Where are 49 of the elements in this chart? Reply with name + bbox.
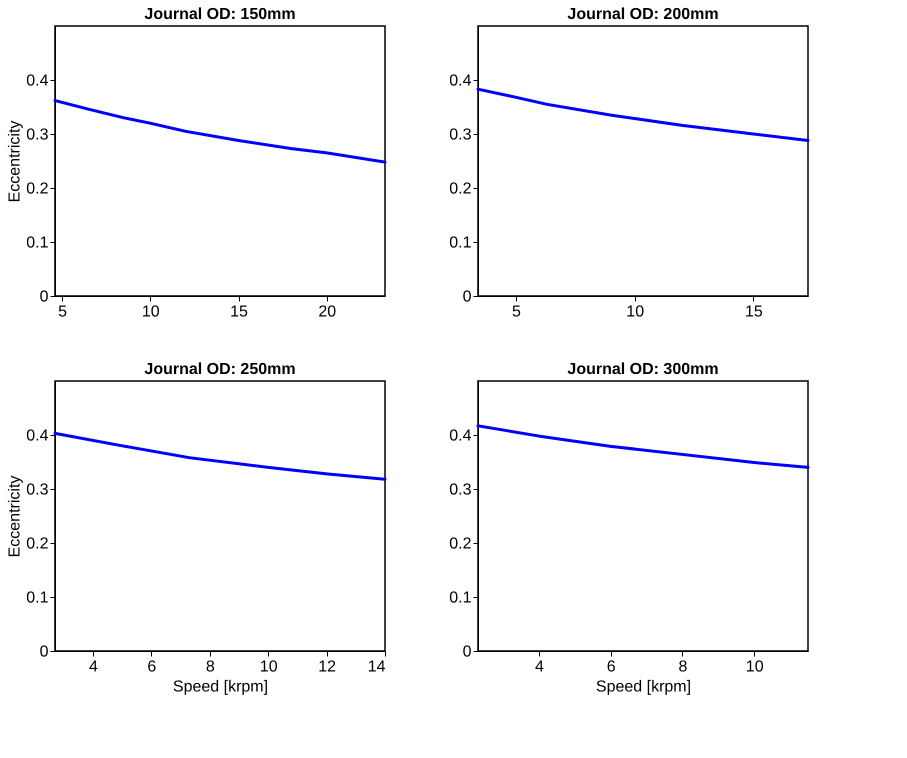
x-tick-label: 8 <box>206 658 215 676</box>
x-tick-label: 10 <box>746 658 764 676</box>
line-series <box>54 99 386 164</box>
y-tick-label: 0.2 <box>449 536 472 552</box>
y-tick-label: 0 <box>462 288 472 306</box>
y-tick-label: 0.2 <box>26 180 49 198</box>
x-tick-label: 4 <box>89 658 98 676</box>
y-tick-label: 0.2 <box>449 180 472 198</box>
line-series <box>476 424 810 469</box>
y-tick-label: 0.4 <box>26 428 49 444</box>
x-tick-label: 10 <box>142 304 160 320</box>
x-tick-label: 6 <box>147 658 156 676</box>
y-tick-label: 0.4 <box>26 72 49 90</box>
x-tick-label: 6 <box>606 658 616 676</box>
x-tick-label: 10 <box>626 304 644 320</box>
x-tick-label: 8 <box>678 658 688 676</box>
chart-title: Journal OD: 200mm <box>567 6 719 23</box>
y-tick-label: 0.1 <box>449 234 472 252</box>
x-axis-title: Speed [krpm] <box>172 678 268 696</box>
y-tick-label: 0.3 <box>26 482 49 498</box>
y-tick-label: 0.1 <box>26 234 49 252</box>
y-tick-label: 0.3 <box>26 126 49 144</box>
y-axis-title: Eccentricity <box>6 120 24 202</box>
x-tick-label: 4 <box>535 658 544 676</box>
x-tick-label: 15 <box>230 304 248 320</box>
x-tick-label: 14 <box>368 658 386 676</box>
y-tick-label: 0.1 <box>26 590 49 606</box>
y-tick-label: 0 <box>40 288 49 306</box>
y-axis-title: Eccentricity <box>6 476 24 558</box>
y-tick-label: 0.3 <box>449 126 472 144</box>
chart-title: Journal OD: 250mm <box>144 361 296 378</box>
y-tick-label: 0 <box>462 644 472 660</box>
y-tick-label: 0.1 <box>449 590 472 606</box>
y-tick-label: 0 <box>40 644 49 660</box>
chart-title: Journal OD: 150mm <box>144 6 296 23</box>
y-tick-label: 0.3 <box>449 482 472 498</box>
x-tick-label: 20 <box>318 304 336 320</box>
x-tick-label: 10 <box>260 658 278 676</box>
y-tick-label: 0.4 <box>449 428 472 444</box>
x-tick-label: 15 <box>744 304 763 320</box>
x-tick-label: 12 <box>318 658 336 676</box>
x-tick-label: 5 <box>58 304 68 320</box>
x-tick-label: 5 <box>512 304 522 320</box>
y-tick-label: 0.4 <box>449 72 472 90</box>
line-series <box>54 432 386 481</box>
line-series <box>476 88 810 142</box>
y-tick-label: 0.2 <box>26 536 49 552</box>
chart-title: Journal OD: 300mm <box>567 361 719 378</box>
x-axis-title: Speed [krpm] <box>596 678 692 696</box>
